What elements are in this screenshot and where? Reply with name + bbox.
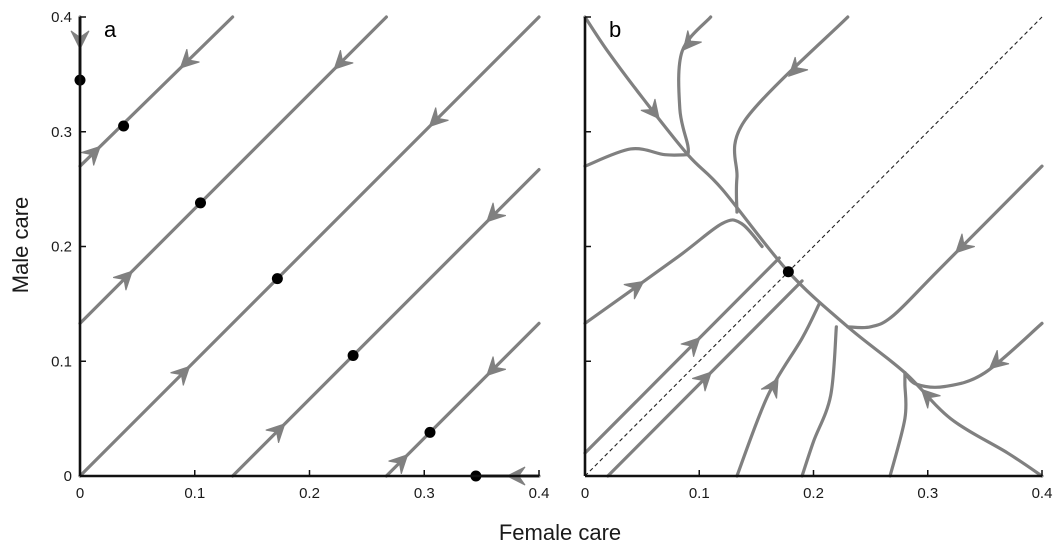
y-tick-label: 0.2 — [51, 239, 72, 256]
x-tick-label: 0.2 — [299, 485, 320, 502]
x-axis-title: Female care — [499, 520, 621, 545]
arrow-head-icon — [428, 107, 449, 128]
arrow-head-icon — [113, 270, 134, 291]
panel-a: 0 0.1 0.2 0.3 0.4 0 0.1 0.2 0.3 0.4 a — [51, 9, 549, 502]
x-tick-label: 0.1 — [184, 485, 205, 502]
arrow-head-icon — [988, 349, 1010, 370]
arrow-head-icon — [179, 48, 200, 69]
arrow-head-icon — [640, 98, 660, 120]
x-tick-label: 0.3 — [917, 485, 938, 502]
equilibrium-point — [194, 197, 206, 209]
y-axis-title: Male care — [8, 197, 33, 294]
y-tick-label: 0 — [64, 468, 72, 485]
trajectory-line — [583, 147, 690, 168]
x-tick-label: 0.2 — [803, 485, 824, 502]
trajectory-line — [888, 371, 908, 478]
arrow-head-icon — [170, 365, 191, 386]
x-tick-label: 0 — [76, 485, 84, 502]
trajectory-line — [583, 218, 764, 325]
arrow-head-icon — [80, 145, 102, 166]
arrow-head-icon — [692, 371, 713, 392]
trajectory-line — [583, 256, 781, 455]
panel-label: b — [609, 17, 621, 42]
arrow-head-icon — [680, 336, 701, 357]
x-tick-label: 0.4 — [529, 485, 550, 502]
arrow-head-icon — [954, 233, 975, 254]
trajectory-line — [903, 321, 1044, 389]
equilibrium-point — [118, 120, 130, 132]
arrow-head-icon — [388, 453, 409, 474]
arrow-head-icon — [333, 50, 354, 71]
arrow-head-icon — [682, 30, 702, 51]
trajectory-line — [800, 325, 838, 478]
trajectory-line — [846, 164, 1044, 330]
equilibrium-point — [782, 266, 794, 278]
trajectory-line — [78, 15, 235, 168]
arrow-head-icon — [920, 388, 941, 409]
y-tick-label: 0.4 — [51, 9, 72, 26]
arrow-head-icon — [485, 356, 506, 377]
panel-label: a — [104, 17, 117, 42]
arrow-head-icon — [760, 377, 779, 399]
diagonal-reference-line — [584, 16, 1043, 477]
arrow-head-icon — [485, 202, 506, 223]
x-tick-label: 0 — [581, 485, 589, 502]
equilibrium-point — [347, 350, 359, 362]
trajectory-line — [735, 302, 821, 478]
y-tick-label: 0.1 — [51, 353, 72, 370]
arrow-head-icon — [788, 56, 809, 77]
trajectory-line — [732, 15, 850, 214]
x-tick-label: 0.1 — [689, 485, 710, 502]
trajectory-line — [677, 15, 713, 157]
arrow-head-icon — [623, 280, 645, 300]
arrow-head-icon — [265, 422, 286, 443]
trajectory-line — [78, 15, 541, 478]
x-tick-label: 0.3 — [414, 485, 435, 502]
x-tick-label: 0.4 — [1032, 485, 1053, 502]
y-tick-label: 0.3 — [51, 124, 72, 141]
equilibrium-point — [271, 273, 283, 285]
trajectory-line — [384, 321, 541, 478]
panel-b: 0 0.1 0.2 0.3 0.4 b — [581, 15, 1053, 502]
equilibrium-point — [424, 426, 436, 438]
